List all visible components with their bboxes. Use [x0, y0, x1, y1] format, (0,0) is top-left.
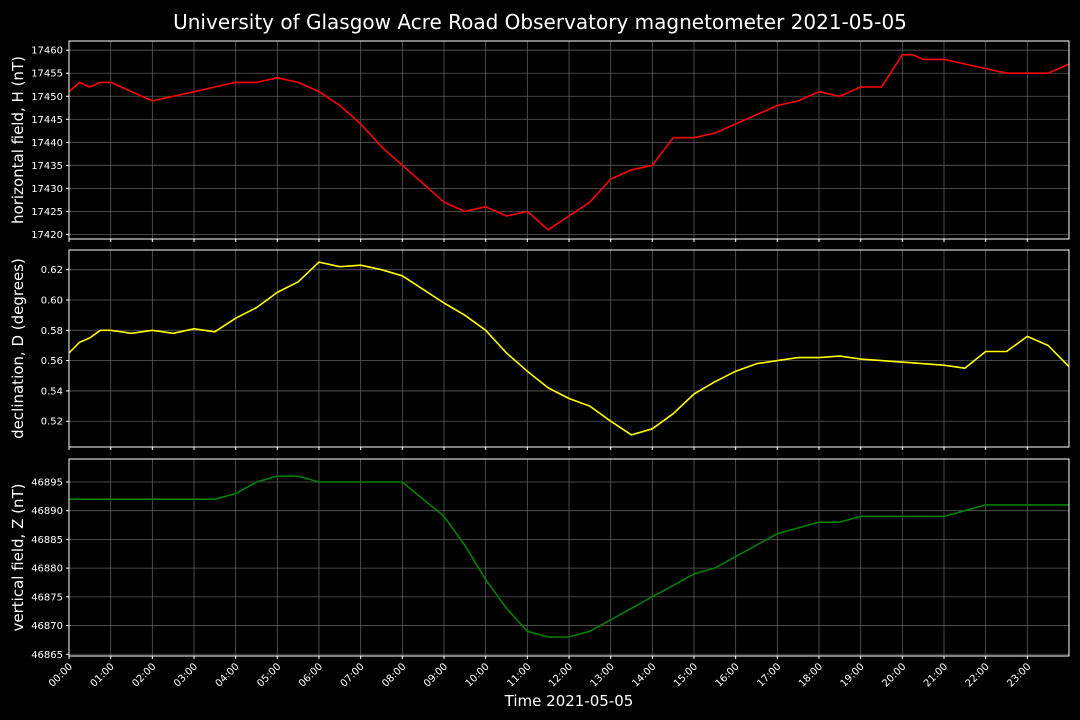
panel-frame: [68, 40, 1070, 240]
x-tick-label: 02:00: [130, 661, 158, 689]
y-tick-label: 46870: [31, 621, 63, 632]
x-tick-label: 20:00: [880, 661, 908, 689]
x-tick-label: 09:00: [422, 661, 450, 689]
y-tick-label: 46895: [31, 477, 63, 488]
x-tick-label: 23:00: [1005, 661, 1033, 689]
y-tick-label: 17425: [31, 207, 63, 218]
y-tick-label: 17420: [31, 230, 63, 241]
y-tick-label: 17430: [31, 184, 63, 195]
x-tick-label: 01:00: [89, 661, 117, 689]
series-line-panel-2: [68, 261, 1070, 436]
series-line-panel-3: [69, 475, 1069, 638]
y-tick-label: 46890: [31, 506, 63, 517]
chart-title: University of Glasgow Acre Road Observat…: [173, 10, 907, 34]
y-axis-label-panel-2: declination, D (degrees): [9, 258, 27, 439]
x-tick-label: 22:00: [964, 661, 992, 689]
x-tick-label: 11:00: [505, 661, 533, 689]
y-tick-label: 46865: [31, 650, 63, 661]
y-tick-label: 0.54: [41, 386, 63, 397]
y-tick-label: 0.62: [41, 265, 63, 276]
y-tick-label: 17450: [31, 92, 63, 103]
y-tick-label: 17460: [31, 46, 63, 57]
y-tick-label: 17435: [31, 161, 63, 172]
x-tick-label: 00:00: [47, 661, 75, 689]
panel-frame: [68, 458, 1070, 657]
x-tick-label: 06:00: [297, 661, 325, 689]
x-tick-label: 17:00: [755, 661, 783, 689]
y-tick-label: 17455: [31, 69, 63, 80]
x-tick-label: 16:00: [714, 661, 742, 689]
x-tick-label: 15:00: [672, 661, 700, 689]
x-tick-label: 10:00: [464, 661, 492, 689]
x-tick-label: 19:00: [839, 661, 867, 689]
x-tick-label: 04:00: [214, 661, 242, 689]
y-tick-label: 46875: [31, 592, 63, 603]
y-tick-label: 0.58: [41, 326, 63, 337]
series-line-panel-1: [68, 54, 1070, 231]
x-tick-label: 18:00: [797, 661, 825, 689]
y-tick-label: 17445: [31, 115, 63, 126]
x-tick-label: 13:00: [589, 661, 617, 689]
x-axis-label: Time 2021-05-05: [504, 692, 634, 710]
panel-frame: [68, 249, 1070, 448]
x-tick-label: 07:00: [339, 661, 367, 689]
y-tick-label: 46880: [31, 564, 63, 575]
x-tick-label: 14:00: [630, 661, 658, 689]
x-tick-label: 03:00: [172, 661, 200, 689]
x-tick-label: 12:00: [547, 661, 575, 689]
y-tick-label: 17440: [31, 138, 63, 149]
y-tick-label: 0.52: [41, 417, 63, 428]
y-tick-label: 0.56: [41, 356, 63, 367]
y-tick-label: 0.60: [41, 296, 63, 307]
y-tick-label: 46885: [31, 535, 63, 546]
x-tick-label: 21:00: [922, 661, 950, 689]
y-axis-label-panel-3: vertical field, Z (nT): [9, 483, 27, 631]
x-tick-label: 05:00: [255, 661, 283, 689]
y-axis-label-panel-1: horizontal field, H (nT): [9, 56, 27, 224]
x-tick-label: 08:00: [380, 661, 408, 689]
